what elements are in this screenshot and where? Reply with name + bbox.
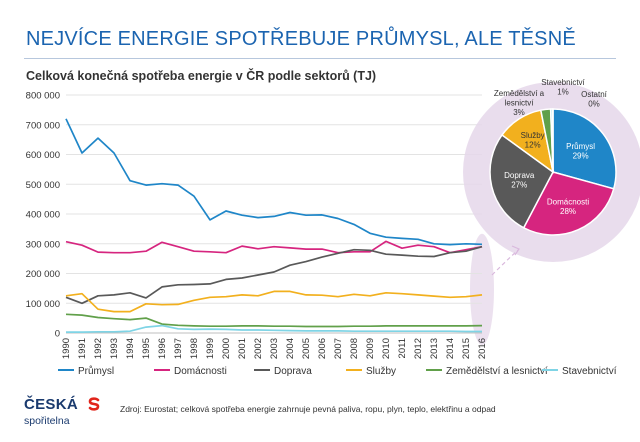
x-tick-label: 2015 (461, 338, 472, 359)
x-tick-label: 2005 (301, 338, 312, 359)
x-tick-label: 1997 (173, 338, 184, 359)
x-tick-label: 2002 (253, 338, 264, 359)
x-tick-label: 2003 (269, 338, 280, 359)
legend-swatch (254, 369, 270, 372)
legend-item: Stavebnictví (542, 366, 616, 377)
y-tick-label: 800 000 (26, 91, 60, 102)
y-tick-label: 300 000 (26, 239, 60, 250)
pie-label-3: Služby 12% (521, 131, 545, 150)
logo-s-mark-icon (88, 397, 100, 411)
logo-text-top: ČESKÁ (24, 396, 79, 413)
x-tick-label: 2007 (333, 338, 344, 359)
legend-label: Stavebnictví (562, 366, 617, 377)
title-divider (24, 58, 616, 59)
x-tick-label: 1991 (77, 338, 88, 359)
chart-legend: Průmysl Domácnosti Doprava Služby Zemědělstv… (58, 366, 618, 380)
page-title: NEJVÍCE ENERGIE SPOTŘEBUJE PRŮMYSL, ALE … (26, 28, 576, 50)
y-tick-label: 700 000 (26, 120, 60, 131)
x-tick-label: 1993 (109, 338, 120, 359)
legend-label: Zemědělství a lesnictví (446, 366, 548, 377)
x-tick-label: 1994 (125, 338, 136, 359)
legend-label: Služby (366, 366, 397, 377)
y-tick-label: 100 000 (26, 299, 60, 310)
series-line-0 (65, 118, 483, 246)
x-tick-label: 1992 (93, 338, 104, 359)
legend-item: Doprava (254, 366, 312, 377)
x-tick-label: 2001 (237, 338, 248, 359)
y-tick-label: 200 000 (26, 269, 60, 280)
pie-slice-2 (489, 133, 554, 229)
series-line-4 (65, 313, 483, 328)
source-note: Zdroj: Eurostat; celková spotřeba energi… (120, 404, 496, 414)
x-tick-label: 2014 (445, 338, 456, 359)
connector-arrowhead (511, 245, 520, 256)
legend-label: Domácnosti (174, 366, 227, 377)
legend-label: Průmysl (78, 366, 115, 377)
x-tick-label: 2013 (429, 338, 440, 359)
pie-label-4: Zemědělství a lesnictví 3% (494, 89, 545, 117)
series-line-1 (65, 240, 483, 254)
x-tick-label: 1995 (141, 338, 152, 359)
x-tick-label: 1996 (157, 338, 168, 359)
pie-label-2: Doprava 27% (504, 171, 535, 190)
y-tick-label: 400 000 (26, 210, 60, 221)
x-tick-label: 1998 (189, 338, 200, 359)
legend-swatch (346, 369, 362, 372)
legend-swatch (426, 369, 442, 372)
legend-item: Zemědělství a lesnictví (426, 366, 548, 377)
y-tick-label: 0 (55, 329, 60, 340)
x-tick-label: 2008 (349, 338, 360, 359)
series-line-3 (65, 290, 483, 313)
x-tick-label: 2009 (365, 338, 376, 359)
x-tick-label: 2016 (477, 338, 488, 359)
series-line-2 (65, 245, 483, 305)
x-tick-label: 2000 (221, 338, 232, 359)
highlight-band (470, 233, 494, 345)
legend-swatch (154, 369, 170, 372)
x-tick-label: 2004 (285, 338, 296, 359)
x-tick-label: 1990 (61, 338, 72, 359)
x-tick-label: 1999 (205, 338, 216, 359)
pie-label-6: Ostatní 0% (581, 90, 608, 109)
pie-label-1: Domácnosti 28% (547, 198, 589, 217)
pie-label-0: Průmysl 29% (566, 142, 595, 161)
legend-swatch (58, 369, 74, 372)
ceska-sporitelna-logo: ČESKÁ spořitelna (24, 396, 104, 432)
x-tick-label: 2011 (397, 338, 408, 358)
legend-item: Průmysl (58, 366, 114, 377)
y-tick-label: 500 000 (26, 180, 60, 191)
pie-slice-1 (522, 171, 615, 236)
logo-text-bottom: spořitelna (24, 415, 70, 427)
legend-swatch (542, 369, 558, 372)
legend-item: Domácnosti (154, 366, 227, 377)
y-tick-label: 600 000 (26, 150, 60, 161)
pie-label-5: Stavebnictví 1% (541, 78, 585, 97)
x-tick-label: 2006 (317, 338, 328, 359)
series-line-5 (66, 324, 482, 333)
pie-slice-0 (552, 108, 617, 190)
connector-arrow (491, 249, 519, 276)
legend-label: Doprava (274, 366, 312, 377)
chart-title: Celková konečná spotřeba energie v ČR po… (26, 69, 377, 83)
legend-item: Služby (346, 366, 396, 377)
x-tick-label: 2010 (381, 338, 392, 359)
x-tick-label: 2012 (413, 338, 424, 359)
